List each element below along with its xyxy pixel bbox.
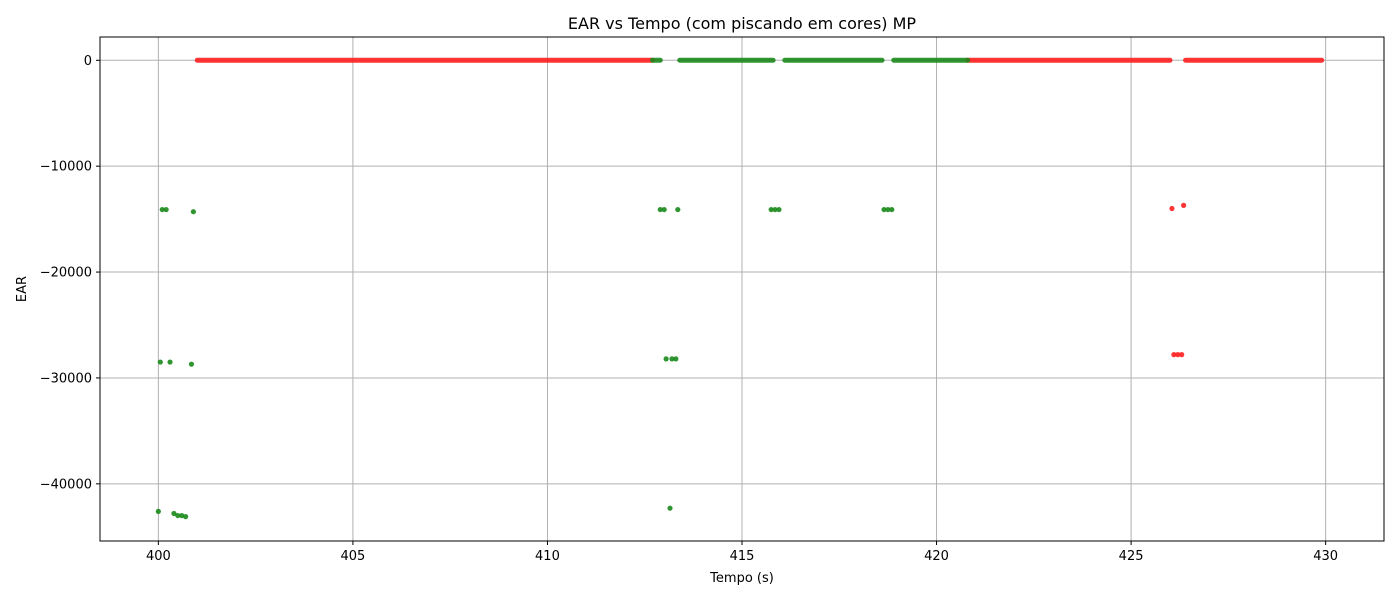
red-data-point [1175, 352, 1181, 358]
x-tick-label: 415 [730, 549, 755, 564]
x-tick-label: 425 [1119, 549, 1144, 564]
green-data-point [661, 206, 667, 213]
green-data-point [188, 361, 195, 367]
x-tick-label: 405 [340, 549, 365, 564]
data-series [155, 57, 1325, 520]
y-axis-ticks: 0 −10000 −20000 −30000 −40000 [40, 54, 100, 492]
green-data-point [776, 206, 782, 213]
green-data-point [183, 514, 189, 520]
red-data-point [1179, 352, 1185, 358]
x-tick-label: 400 [146, 549, 171, 564]
green-data-point [675, 206, 681, 213]
x-tick-label: 420 [924, 549, 949, 564]
green-data-point [179, 512, 185, 519]
green-data-point [669, 356, 675, 362]
green-data-point [163, 206, 169, 213]
red-data-point [1171, 352, 1177, 358]
y-tick-label: −30000 [40, 371, 92, 386]
green-data-point [657, 206, 663, 213]
green-data-point [171, 510, 177, 517]
green-data-point [889, 206, 895, 213]
green-data-point [159, 206, 165, 213]
green-data-point [155, 508, 161, 514]
red-data-point [1169, 205, 1175, 212]
x-axis-ticks: 400 405 410 415 420 425 430 [146, 541, 1338, 564]
green-data-point [190, 209, 196, 215]
y-tick-label: −20000 [40, 266, 92, 281]
x-tick-label: 430 [1313, 549, 1338, 564]
green-data-point [885, 206, 891, 213]
y-tick-label: −10000 [40, 160, 92, 175]
y-tick-label: −40000 [40, 477, 92, 492]
green-data-point [768, 206, 774, 213]
green-data-point [772, 206, 778, 213]
red-data-point [1181, 202, 1187, 208]
y-axis-label: EAR [15, 276, 30, 302]
y-tick-label: 0 [84, 54, 92, 69]
green-data-point [673, 356, 679, 362]
green-data-point [157, 359, 163, 365]
grid-lines [100, 37, 1384, 541]
green-data-point [175, 512, 181, 519]
green-data-point [167, 359, 173, 365]
green-series [155, 57, 971, 520]
green-data-point [881, 206, 887, 213]
red-series [194, 57, 1325, 358]
green-data-point [663, 356, 669, 362]
green-data-point [667, 505, 673, 511]
x-tick-label: 410 [535, 549, 560, 564]
x-axis-label: Tempo (s) [709, 571, 774, 586]
chart-title: EAR vs Tempo (com piscando em cores) MP [568, 14, 917, 33]
